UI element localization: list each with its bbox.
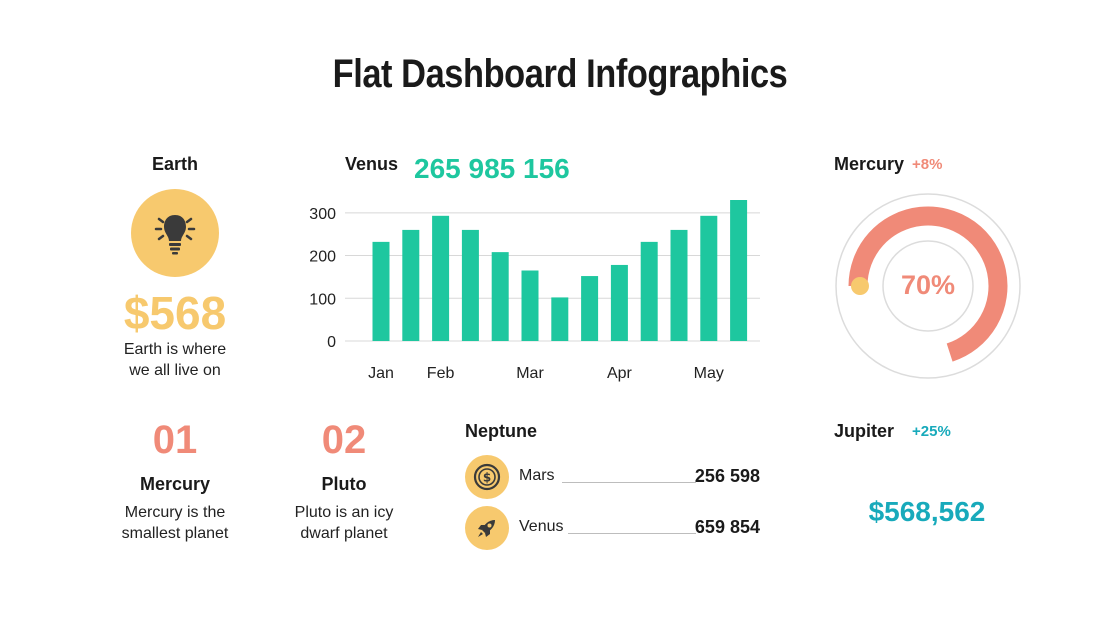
rocket-icon bbox=[465, 506, 509, 550]
bar bbox=[730, 200, 748, 341]
bar bbox=[700, 215, 718, 341]
item-02-name: Pluto bbox=[321, 474, 367, 494]
neptune-label: Neptune bbox=[465, 421, 537, 441]
bar bbox=[670, 229, 688, 341]
bar bbox=[551, 297, 569, 341]
gauge-start-dot bbox=[851, 277, 869, 295]
x-tick-label: Apr bbox=[607, 365, 633, 382]
gauge-outer-ring bbox=[835, 193, 1021, 379]
gauge-progress-arc bbox=[848, 206, 1008, 362]
item-02-number: 02 bbox=[321, 418, 367, 462]
bar bbox=[581, 276, 599, 341]
mercury-gauge-label: Mercury bbox=[834, 154, 905, 174]
neptune-row-1-value: 256 598 bbox=[694, 466, 760, 486]
item-02-desc-line1: Pluto is an icy bbox=[294, 504, 394, 521]
lightbulb-icon bbox=[131, 189, 219, 277]
bar bbox=[432, 215, 450, 341]
jupiter-value: $568,562 bbox=[868, 496, 986, 527]
y-tick-label: 100 bbox=[309, 291, 336, 308]
neptune-row-1-divider bbox=[562, 482, 696, 483]
neptune-row-1-name: Mars bbox=[519, 467, 555, 484]
jupiter-change: +25% bbox=[912, 423, 951, 440]
venus-total: 265 985 156 bbox=[414, 153, 570, 184]
y-tick-label: 0 bbox=[327, 334, 336, 351]
bar bbox=[372, 241, 390, 341]
neptune-row-2-divider bbox=[568, 533, 696, 534]
mercury-gauge-percent: 70% bbox=[900, 270, 956, 300]
neptune-row-2-name: Venus bbox=[519, 518, 564, 535]
item-01-desc-line1: Mercury is the bbox=[124, 504, 226, 521]
item-01-number: 01 bbox=[152, 418, 198, 462]
bar bbox=[640, 241, 658, 341]
earth-label: Earth bbox=[151, 154, 198, 174]
y-tick-label: 300 bbox=[309, 206, 336, 223]
earth-value: $568 bbox=[123, 287, 227, 339]
bar bbox=[491, 252, 509, 341]
earth-desc-line1: Earth is where bbox=[123, 341, 227, 358]
x-tick-label: Jan bbox=[368, 365, 394, 382]
svg-text:$: $ bbox=[483, 471, 491, 485]
item-01-name: Mercury bbox=[139, 474, 211, 494]
item-02-desc-line2: dwarf planet bbox=[300, 525, 388, 542]
bar bbox=[402, 229, 420, 341]
bar bbox=[461, 229, 479, 341]
page-title: Flat Dashboard Infographics bbox=[332, 52, 788, 96]
bar bbox=[610, 264, 628, 341]
gauge-inner-ring bbox=[882, 240, 974, 332]
y-tick-label: 200 bbox=[309, 249, 336, 266]
venus-label: Venus bbox=[345, 154, 399, 174]
mercury-gauge-change: +8% bbox=[912, 156, 943, 173]
venus-bar-chart: 0 100 200 300 Jan Feb Mar Apr May bbox=[309, 200, 760, 382]
x-tick-label: Feb bbox=[427, 365, 455, 382]
mercury-donut-gauge bbox=[835, 193, 1021, 379]
item-01-desc-line2: smallest planet bbox=[121, 525, 229, 542]
earth-desc-line2: we all live on bbox=[129, 362, 221, 379]
x-tick-label: Mar bbox=[516, 365, 544, 382]
x-tick-label: May bbox=[694, 365, 724, 382]
jupiter-label: Jupiter bbox=[834, 421, 895, 441]
neptune-row-2-value: 659 854 bbox=[694, 517, 760, 537]
bar bbox=[521, 270, 539, 341]
dollar-coin-icon: $ bbox=[465, 455, 509, 499]
